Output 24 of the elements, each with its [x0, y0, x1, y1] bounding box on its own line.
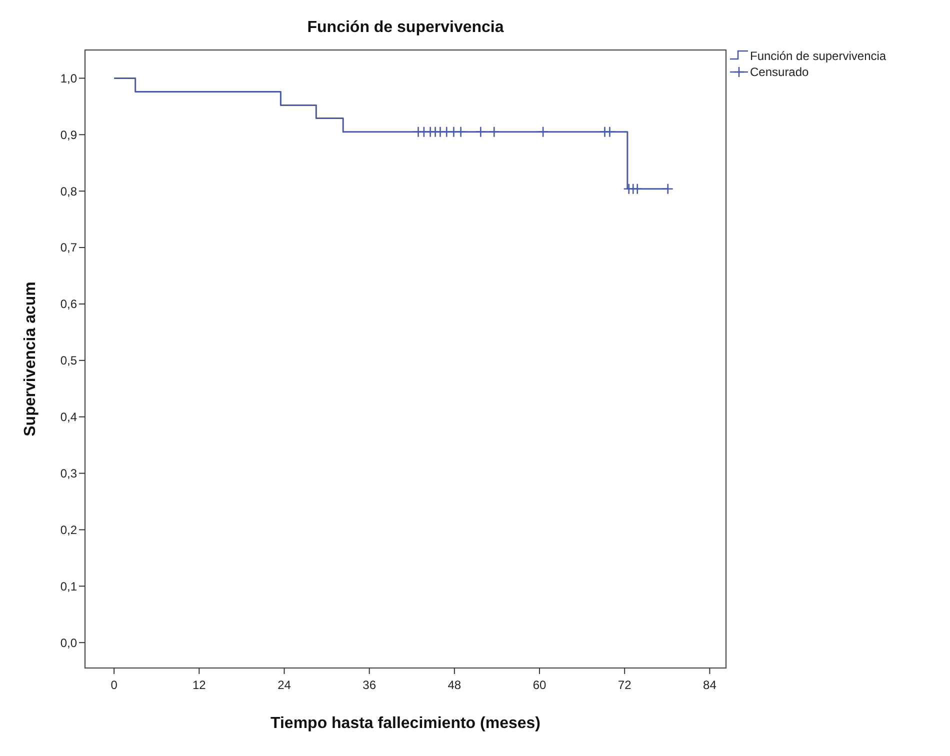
- x-tick-label: 0: [110, 678, 118, 692]
- x-axis-title: Tiempo hasta fallecimiento (meses): [270, 715, 541, 732]
- y-tick-label: 0,3: [60, 466, 78, 480]
- y-tick-label: 1,0: [60, 71, 78, 86]
- legend-label: Función de supervivencia: [750, 49, 886, 63]
- y-tick-label: 0,1: [60, 579, 78, 594]
- y-axis-title: Supervivencia acum: [22, 282, 39, 436]
- y-tick-label: 0,5: [60, 354, 78, 368]
- chart-title: Función de supervivencia: [307, 19, 504, 36]
- y-tick-label: 0,8: [60, 184, 78, 198]
- legend-label: Censurado: [750, 65, 810, 79]
- y-tick-label: 0,7: [60, 240, 78, 255]
- y-tick-label: 0,2: [60, 522, 78, 537]
- x-tick-label: 36: [362, 678, 376, 692]
- y-tick-label: 0,4: [60, 410, 78, 424]
- x-tick-label: 72: [618, 678, 632, 692]
- x-tick-label: 60: [532, 678, 547, 692]
- y-tick-label: 0,9: [60, 128, 78, 142]
- x-tick-label: 12: [192, 678, 206, 692]
- y-tick-label: 0,6: [60, 297, 78, 312]
- x-tick-label: 48: [448, 678, 462, 692]
- x-tick-label: 24: [278, 678, 292, 692]
- y-tick-label: 0,0: [60, 636, 78, 650]
- x-tick-label: 84: [703, 678, 717, 692]
